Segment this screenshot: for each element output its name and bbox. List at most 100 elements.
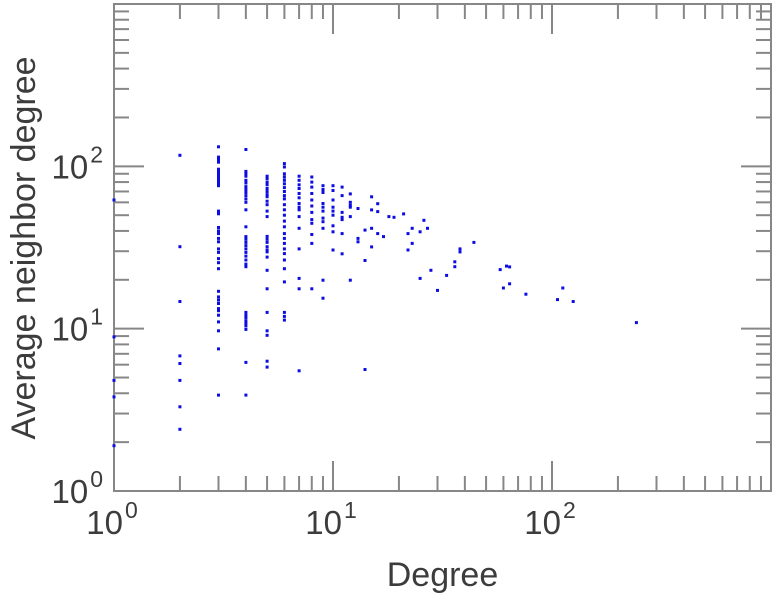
data-point [310, 210, 314, 214]
data-point [348, 278, 352, 282]
data-point [282, 186, 286, 190]
data-point [265, 234, 269, 238]
data-point [376, 210, 380, 214]
data-point [282, 175, 286, 179]
data-point [217, 250, 220, 254]
data-point [217, 295, 220, 299]
data-point [331, 198, 335, 202]
data-point [282, 252, 286, 256]
data-point [282, 241, 286, 245]
data-point [244, 324, 248, 328]
data-point [217, 169, 220, 173]
x-tick-label: 102 [524, 497, 576, 541]
data-point [297, 287, 301, 291]
data-point [321, 191, 325, 194]
data-point [340, 218, 344, 222]
data-point [356, 207, 360, 210]
data-point [217, 212, 220, 216]
data-point [282, 203, 286, 207]
data-point [310, 287, 314, 291]
data-point [340, 194, 344, 198]
data-point [340, 252, 344, 256]
data-point [340, 185, 344, 189]
data-point [370, 208, 374, 212]
data-point [310, 241, 314, 245]
data-point [453, 265, 457, 269]
data-point [244, 191, 248, 194]
data-point [217, 236, 220, 240]
data-point [265, 209, 269, 213]
data-point [376, 202, 380, 206]
data-point [340, 215, 344, 219]
data-point [297, 226, 301, 230]
data-point [265, 177, 269, 181]
data-point [112, 378, 116, 382]
data-point [244, 235, 248, 239]
data-point [297, 178, 301, 182]
data-point [348, 192, 352, 196]
y-tick-label: 102 [51, 141, 103, 185]
data-point [331, 248, 335, 252]
data-point [282, 182, 286, 186]
data-point [244, 327, 248, 331]
data-point [244, 319, 248, 323]
data-point [297, 183, 301, 187]
data-point [282, 225, 286, 229]
data-point [217, 160, 220, 164]
data-point [217, 226, 220, 229]
data-point [422, 218, 426, 222]
data-point [370, 195, 374, 199]
data-point [265, 248, 269, 252]
data-point [331, 213, 335, 217]
data-point [282, 318, 286, 322]
data-point [265, 237, 269, 241]
data-point [217, 177, 220, 181]
data-point [178, 354, 182, 358]
data-point [498, 268, 502, 272]
data-point [282, 232, 286, 236]
data-point [217, 184, 220, 188]
data-point [436, 288, 439, 292]
data-point [392, 215, 396, 219]
data-point [418, 276, 422, 280]
data-point [178, 362, 182, 365]
data-point [265, 329, 269, 333]
data-point [370, 226, 374, 230]
data-point [406, 232, 410, 236]
data-point [244, 247, 248, 251]
data-point [370, 245, 374, 249]
data-point [508, 282, 512, 286]
data-point [265, 195, 269, 199]
data-point [508, 265, 512, 269]
data-point [282, 314, 286, 318]
data-point [297, 187, 301, 190]
data-point [310, 233, 314, 236]
data-point [217, 247, 220, 251]
data-point [418, 230, 422, 234]
data-point [265, 203, 269, 207]
data-point [282, 162, 286, 166]
data-point [472, 240, 476, 244]
data-point [282, 219, 286, 223]
data-point [244, 321, 248, 325]
data-point [178, 300, 182, 303]
data-point [244, 194, 248, 198]
data-point [331, 189, 335, 192]
data-point [356, 236, 360, 240]
data-point [282, 190, 286, 193]
data-point [244, 237, 248, 241]
data-point [244, 262, 248, 266]
data-point [282, 178, 286, 182]
data-point [217, 320, 220, 324]
data-point [178, 245, 182, 249]
data-point [505, 264, 508, 268]
data-point [297, 369, 301, 373]
data-point [282, 310, 286, 314]
data-point [331, 224, 335, 228]
data-point [244, 188, 248, 191]
data-point [445, 273, 449, 277]
data-point [217, 302, 220, 305]
data-point [348, 200, 352, 204]
data-point [382, 235, 385, 239]
